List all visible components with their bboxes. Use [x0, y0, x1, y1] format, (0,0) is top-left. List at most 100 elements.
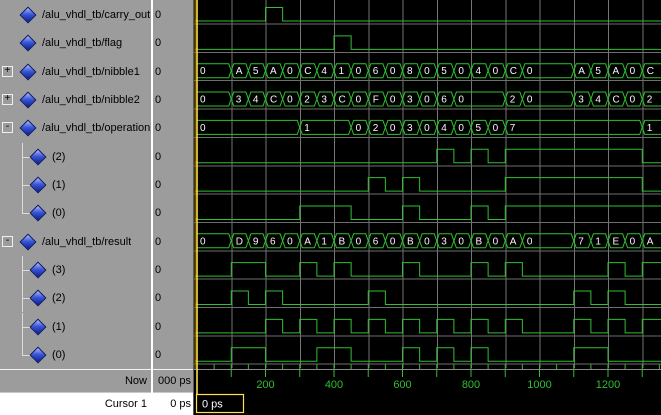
- signal-diamond-icon: [29, 148, 47, 166]
- signal-value: 0: [155, 292, 162, 305]
- tree-line: [22, 213, 31, 215]
- bus-value-text: A: [578, 66, 585, 77]
- bus-value-text: 0: [630, 66, 636, 77]
- bus-value-text: 7: [578, 236, 584, 247]
- signal-row[interactable]: + /alu_vhdl_tb/nibble2: [0, 86, 151, 114]
- wave-background: [194, 0, 661, 415]
- signal-diamond-icon: [19, 63, 37, 80]
- cursor-row[interactable]: Cursor 1 0 ps: [0, 392, 194, 415]
- signal-diamond-icon: [19, 6, 37, 24]
- signal-waves: 0 A 5 A 0 C 4 1 0 6 0 8 0 5 0 4 0 C 0 A 5 A 0 C0 3 4 C 0 2 3 C 0 F 0 3 0 6 0 2…: [195, 7, 661, 363]
- cursor-value: 0 ps: [170, 398, 191, 410]
- bus-value-text: 0: [200, 123, 206, 134]
- tree-line: [22, 298, 31, 300]
- bus-segment: [641, 91, 661, 107]
- timeline-tick-label: 1000: [527, 379, 551, 391]
- bus-value-text: 1: [321, 236, 327, 247]
- tree-line: [22, 341, 23, 355]
- signal-value: 0: [155, 65, 162, 78]
- bus-value-text: 1: [339, 66, 345, 77]
- signal-row[interactable]: (1): [0, 312, 151, 341]
- signal-name-label: (0): [52, 207, 66, 220]
- scalar-wave: [197, 177, 661, 192]
- signal-row[interactable]: (0): [0, 199, 151, 227]
- signal-row[interactable]: /alu_vhdl_tb/flag: [0, 29, 151, 57]
- bus-value-text: C: [510, 66, 517, 77]
- bus-value-text: 0: [390, 123, 396, 134]
- scalar-wave: [197, 205, 661, 220]
- signal-diamond-icon: [19, 91, 37, 109]
- signal-name-label: (0): [52, 349, 66, 361]
- signal-value: 0: [155, 37, 162, 50]
- bus-value-text: 0: [356, 66, 362, 77]
- bus-value-text: 0: [493, 236, 499, 247]
- wave-left-edge: [194, 0, 196, 369]
- bus-value-text: 2: [304, 95, 310, 106]
- tree-line: [22, 269, 31, 271]
- bus-value-text: 1: [647, 123, 653, 134]
- column-divider[interactable]: [151, 0, 153, 415]
- expand-icon[interactable]: +: [2, 93, 13, 105]
- signal-row[interactable]: (0): [0, 341, 151, 369]
- collapse-icon[interactable]: -: [2, 122, 13, 134]
- signal-diamond-icon: [19, 34, 37, 52]
- wave-canvas[interactable]: 0 A 5 A 0 C 4 1 0 6 0 8 0 5 0 4 0 C 0 A 5 A 0 C0 3 4 C 0 2 3 C 0 F 0 3 0 6 0 2…: [194, 0, 661, 415]
- bus-value-text: 3: [407, 95, 413, 106]
- signal-row[interactable]: (2): [0, 284, 151, 313]
- panel-edge-divider[interactable]: [193, 0, 194, 415]
- tree-line: [22, 199, 23, 214]
- bus-segment: [641, 119, 661, 135]
- bus-value-text: 0: [458, 236, 464, 247]
- signal-name-label: (2): [52, 292, 66, 305]
- tree-line: [22, 284, 23, 299]
- bus-value-text: 0: [458, 66, 464, 77]
- scalar-wave: [197, 347, 661, 362]
- bus-value-text: A: [270, 66, 277, 77]
- timeline-tick-label: 1200: [596, 379, 620, 391]
- bus-value-text: C: [304, 66, 311, 77]
- bus-value-text: 2: [373, 123, 379, 134]
- signal-row[interactable]: (1): [0, 170, 151, 199]
- timeline[interactable]: 200 400 600 800 1000 1200: [194, 364, 661, 392]
- bus-value-text: 5: [595, 66, 601, 77]
- bus-value-text: F: [373, 95, 379, 106]
- bus-value-text: 0: [493, 123, 499, 134]
- bus-value-text: 0: [287, 236, 293, 247]
- signal-row[interactable]: - /alu_vhdl_tb/result: [0, 228, 151, 256]
- signal-values-column: 0 0 0 0 0 0 0 0 0 0 0 0 0: [153, 0, 193, 369]
- signal-name-label: (2): [52, 150, 66, 163]
- bus-value-text: 0: [458, 95, 464, 106]
- signal-diamond-icon: [29, 261, 47, 279]
- signal-row[interactable]: - /alu_vhdl_tb/operation: [0, 114, 151, 142]
- signal-value: 0: [155, 178, 162, 191]
- bus-value-text: 6: [373, 236, 379, 247]
- scalar-wave: [197, 148, 661, 164]
- tree-line: [22, 355, 31, 356]
- signal-row[interactable]: (3): [0, 255, 151, 284]
- bus-value-text: 3: [407, 123, 413, 134]
- bus-value-text: B: [407, 236, 414, 247]
- signal-row[interactable]: + /alu_vhdl_tb/nibble1: [0, 58, 151, 86]
- bus-value-text: 0: [424, 66, 430, 77]
- bus-value-text: 4: [595, 95, 601, 106]
- expand-icon[interactable]: +: [2, 65, 13, 77]
- bus-value-text: 6: [270, 236, 276, 247]
- bus-value-text: 0: [527, 66, 533, 77]
- signal-panel: /alu_vhdl_tb/carry_out/alu_vhdl_tb/flag +…: [0, 0, 194, 415]
- tree-line: [22, 142, 23, 157]
- bus-value-text: 2: [647, 95, 653, 106]
- tree-line: [22, 255, 23, 270]
- signal-value: 0: [155, 235, 162, 248]
- signal-row[interactable]: (2): [0, 142, 151, 171]
- timeline-tick-label: 800: [462, 379, 480, 391]
- signal-diamond-icon: [19, 119, 37, 137]
- bus-value-text: 5: [441, 66, 447, 77]
- bus-value-text: 0: [200, 236, 206, 247]
- signal-row[interactable]: /alu_vhdl_tb/carry_out: [0, 1, 151, 29]
- cursor-time-box[interactable]: 0 ps: [195, 393, 245, 414]
- scalar-wave: [197, 290, 661, 305]
- tree-line: [22, 326, 31, 328]
- tree-line: [22, 156, 23, 171]
- collapse-icon[interactable]: -: [2, 235, 13, 247]
